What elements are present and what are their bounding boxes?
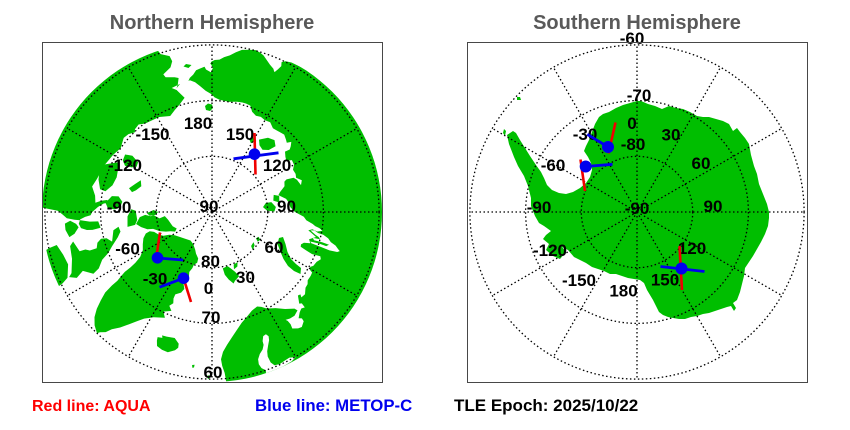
svg-text:60: 60 [204,363,223,382]
svg-text:Blue line: METOP-C: Blue line: METOP-C [255,396,412,415]
svg-text:-150: -150 [135,125,169,144]
svg-text:60: 60 [692,154,711,173]
svg-text:120: 120 [678,239,706,258]
svg-text:-30: -30 [143,270,168,289]
svg-text:-60: -60 [620,29,645,48]
svg-text:-90: -90 [527,198,552,217]
svg-text:-80: -80 [621,135,646,154]
svg-text:-70: -70 [627,86,652,105]
svg-text:0: 0 [627,114,636,133]
svg-text:TLE Epoch: 2025/10/22: TLE Epoch: 2025/10/22 [454,396,638,415]
svg-text:30: 30 [236,268,255,287]
svg-text:-60: -60 [115,240,140,259]
svg-text:80: 80 [201,252,220,271]
svg-text:180: 180 [184,114,212,133]
svg-text:Northern Hemisphere: Northern Hemisphere [110,12,315,34]
svg-text:-30: -30 [573,125,598,144]
svg-text:-90: -90 [625,199,650,218]
svg-text:-150: -150 [562,271,596,290]
svg-text:Red line: AQUA: Red line: AQUA [32,398,151,415]
svg-text:-120: -120 [108,156,142,175]
svg-text:-90: -90 [107,198,132,217]
svg-text:-120: -120 [533,241,567,260]
svg-text:90: 90 [277,197,296,216]
svg-text:180: 180 [609,282,637,301]
svg-text:0: 0 [204,279,213,298]
svg-text:-60: -60 [541,156,566,175]
svg-text:70: 70 [202,308,221,327]
svg-text:60: 60 [265,238,284,257]
svg-text:90: 90 [200,197,219,216]
svg-text:150: 150 [651,271,679,290]
svg-text:30: 30 [662,126,681,145]
svg-text:Southern Hemisphere: Southern Hemisphere [533,12,741,34]
svg-text:90: 90 [704,197,723,216]
svg-text:120: 120 [263,156,291,175]
svg-text:150: 150 [226,125,254,144]
